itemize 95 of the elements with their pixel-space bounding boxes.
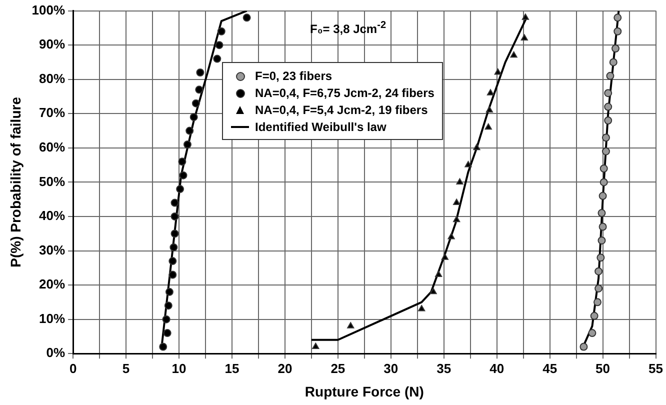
point xyxy=(484,123,492,130)
point xyxy=(159,342,168,351)
point xyxy=(604,116,612,124)
x-tick-label: 5 xyxy=(122,360,130,376)
point xyxy=(168,270,177,279)
point xyxy=(448,233,455,240)
x-tick-label: 50 xyxy=(596,360,610,376)
point xyxy=(163,329,172,338)
point xyxy=(347,322,354,328)
point xyxy=(614,14,622,22)
point xyxy=(594,284,603,292)
y-tick-label: 100% xyxy=(32,2,66,18)
y-tick-label: 70% xyxy=(39,105,66,120)
point xyxy=(598,209,606,218)
y-tick-label: 60% xyxy=(39,140,66,154)
point xyxy=(612,44,620,53)
point xyxy=(178,158,186,166)
point xyxy=(609,58,618,66)
point xyxy=(170,230,179,238)
point xyxy=(441,254,448,260)
point xyxy=(598,222,607,231)
point xyxy=(418,305,426,312)
point xyxy=(580,342,588,351)
point xyxy=(453,198,460,206)
point xyxy=(170,212,179,220)
point xyxy=(510,51,518,58)
point xyxy=(522,14,529,20)
point xyxy=(604,102,612,111)
point xyxy=(176,185,184,194)
point xyxy=(192,99,200,108)
x-tick-label: 20 xyxy=(278,360,292,376)
point xyxy=(242,14,251,22)
point xyxy=(602,134,610,142)
x-tick-label: 40 xyxy=(490,360,504,376)
point xyxy=(614,27,622,36)
point xyxy=(596,254,605,262)
point xyxy=(183,140,192,148)
legend-label: F=0, 23 fibers xyxy=(255,68,332,82)
legend-label: Identified Weibull's law xyxy=(255,120,386,134)
legend-label: NA=0,4, F=6,75 Jcm-2, 24 fibers xyxy=(255,86,434,100)
y-tick-label: 30% xyxy=(39,242,66,258)
x-tick-label: 0 xyxy=(69,360,77,376)
point xyxy=(435,270,442,278)
point xyxy=(164,302,172,310)
point xyxy=(312,342,320,349)
point xyxy=(179,171,188,180)
legend-label: NA=0,4, F=5,4 Jcm-2, 19 fibers xyxy=(255,102,428,116)
x-tick-label: 15 xyxy=(224,360,240,376)
point xyxy=(453,216,460,222)
point xyxy=(604,89,612,98)
point xyxy=(520,34,528,40)
point xyxy=(486,106,493,112)
point xyxy=(600,178,608,186)
point xyxy=(165,288,174,296)
y-tick-label: 0% xyxy=(46,345,66,360)
point xyxy=(186,126,194,135)
y-tick-label: 90% xyxy=(39,36,66,52)
point xyxy=(170,243,178,252)
point xyxy=(217,27,226,36)
x-tick-label: 10 xyxy=(172,360,186,376)
y-tick-label: 40% xyxy=(39,208,66,224)
point xyxy=(606,72,614,80)
point xyxy=(594,267,603,276)
point xyxy=(473,144,480,150)
point xyxy=(598,192,607,200)
point xyxy=(590,312,598,320)
point xyxy=(196,68,204,77)
point xyxy=(494,68,502,75)
y-axis-title: P(%) Probability of failure xyxy=(7,96,24,268)
point xyxy=(602,147,610,156)
y-tick-label: 80% xyxy=(39,70,66,86)
x-tick-label: 30 xyxy=(384,360,398,376)
point xyxy=(190,113,198,122)
point xyxy=(598,236,606,244)
point xyxy=(456,178,464,184)
x-tick-label: 25 xyxy=(330,360,346,376)
x-tick-label: 45 xyxy=(542,360,558,376)
point xyxy=(486,89,494,96)
point xyxy=(464,161,472,168)
x-axis-title: Rupture Force (N) xyxy=(304,383,424,400)
point xyxy=(195,86,204,94)
point xyxy=(594,298,602,306)
x-tick-label: 35 xyxy=(436,360,452,376)
x-tick-label: 55 xyxy=(648,360,664,376)
point xyxy=(215,41,224,50)
point xyxy=(588,329,596,338)
point xyxy=(600,164,608,172)
point xyxy=(213,54,222,63)
point xyxy=(170,198,179,207)
point xyxy=(168,257,177,266)
point xyxy=(162,315,170,324)
y-tick-label: 50% xyxy=(39,174,66,189)
y-tick-label: 20% xyxy=(39,276,66,292)
y-tick-label: 10% xyxy=(39,310,66,326)
point xyxy=(430,288,437,294)
